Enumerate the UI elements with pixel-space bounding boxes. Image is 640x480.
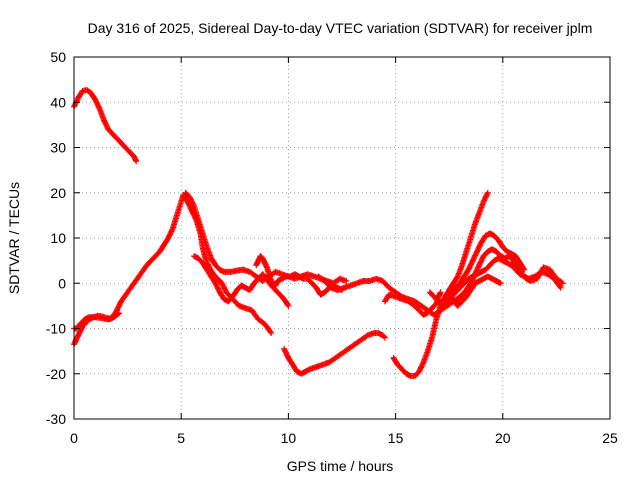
y-tick-label: 40	[50, 94, 66, 110]
data-point	[285, 302, 292, 309]
y-tick-label: -30	[46, 411, 66, 427]
data-point	[267, 328, 274, 335]
series-track-1	[71, 87, 140, 165]
data-point	[521, 266, 528, 273]
grid	[74, 57, 610, 419]
series-track-7	[281, 330, 388, 377]
x-tick-label: 0	[70, 430, 78, 446]
data-point	[380, 333, 387, 340]
series-layer	[71, 87, 566, 379]
series-track-5	[191, 253, 292, 309]
x-tick-label: 15	[388, 430, 404, 446]
data-point	[557, 284, 564, 291]
series-track-12	[454, 246, 566, 305]
y-axis-title: SDTVAR / TECUs	[6, 182, 22, 294]
data-point	[133, 158, 140, 165]
y-tick-label: -10	[46, 321, 66, 337]
data-point	[115, 311, 121, 317]
data-point	[556, 283, 563, 290]
y-tick-label: 20	[50, 185, 66, 201]
data-point	[381, 334, 388, 341]
series-track-10	[390, 189, 491, 379]
y-tick-label: 30	[50, 140, 66, 156]
data-point	[497, 280, 504, 287]
x-tick-label: 25	[602, 430, 618, 446]
ticks: 0 5 10 15 20 25 -30 -20 -10 0 10 20 30 40 50	[46, 49, 618, 446]
data-point	[284, 301, 291, 308]
y-tick-label: -20	[46, 366, 66, 382]
x-axis-title: GPS time / hours	[287, 458, 394, 474]
series-track-3	[71, 310, 122, 348]
data-point	[559, 280, 566, 287]
y-tick-label: 0	[58, 275, 66, 291]
data-point	[268, 330, 275, 336]
data-point	[520, 265, 527, 272]
y-tick-label: 10	[50, 230, 66, 246]
chart-title: Day 316 of 2025, Sidereal Day-to-day VTE…	[88, 20, 593, 36]
data-point	[558, 279, 565, 286]
x-tick-label: 10	[281, 430, 297, 446]
data-point	[116, 310, 122, 317]
data-point	[484, 189, 491, 196]
y-tick-label: 50	[50, 49, 66, 65]
data-point	[343, 278, 350, 284]
series-track-14	[446, 273, 504, 309]
data-point	[437, 289, 444, 296]
x-tick-label: 20	[495, 430, 511, 446]
x-tick-label: 5	[177, 430, 185, 446]
